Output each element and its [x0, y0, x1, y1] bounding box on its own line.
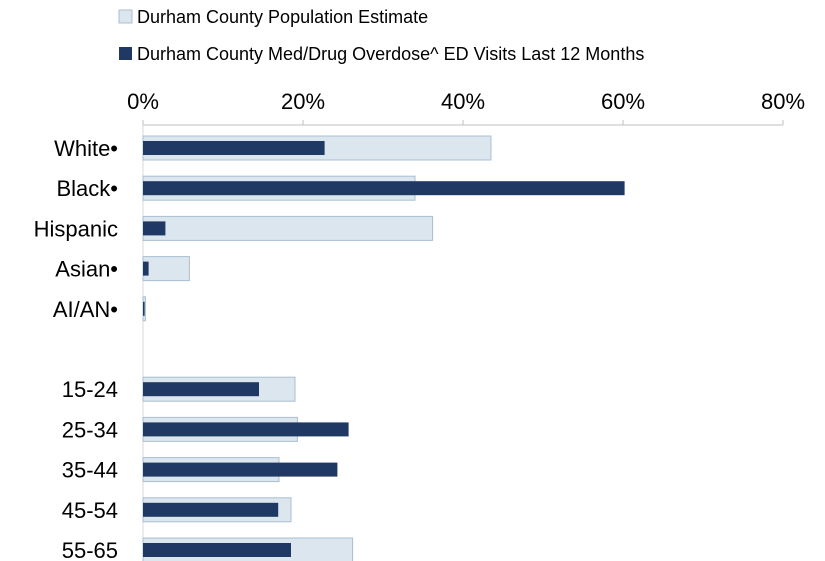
legend: Durham County Population Estimate Durham… — [118, 7, 644, 64]
bar-overdose — [143, 221, 166, 236]
bar-overdose — [143, 422, 349, 437]
category-label: 45-54 — [62, 498, 118, 523]
bar-overdose — [143, 141, 325, 155]
x-tick-label: 20% — [281, 89, 325, 114]
category-label: Asian• — [55, 257, 118, 282]
x-tick-label: 80% — [761, 89, 805, 114]
category-labels: White• Black• Hispanic Asian• AI/AN• 15-24 25-… — [34, 136, 118, 561]
category-label: 15-24 — [62, 377, 118, 402]
x-tick-label: 40% — [441, 89, 485, 114]
category-label: Black• — [57, 176, 119, 201]
bar-overdose — [143, 181, 625, 196]
bar-population — [142, 256, 190, 282]
legend-label-population: Durham County Population Estimate — [137, 7, 428, 27]
category-label: White• — [54, 136, 118, 161]
bar-overdose — [143, 462, 338, 477]
bar-overdose — [143, 502, 279, 517]
bar-population — [142, 215, 434, 241]
x-tick-label: 60% — [601, 89, 645, 114]
x-axis: 0% 20% 40% 60% 80% — [127, 89, 805, 561]
legend-swatch-overdose — [119, 47, 132, 60]
category-label: 35-44 — [62, 458, 118, 483]
bar-overdose — [143, 543, 291, 557]
bar-overdose — [143, 382, 259, 397]
category-label: AI/AN• — [53, 297, 118, 322]
legend-label-overdose: Durham County Med/Drug Overdose^ ED Visi… — [137, 44, 644, 64]
bar-overdose — [143, 261, 149, 276]
x-tick-label: 0% — [127, 89, 159, 114]
category-label: Hispanic — [34, 216, 118, 241]
bar-overdose — [143, 301, 145, 316]
bars — [142, 135, 625, 561]
category-label: 25-34 — [62, 417, 118, 442]
legend-swatch-population — [118, 9, 133, 24]
category-label: 55-65 — [62, 538, 118, 561]
